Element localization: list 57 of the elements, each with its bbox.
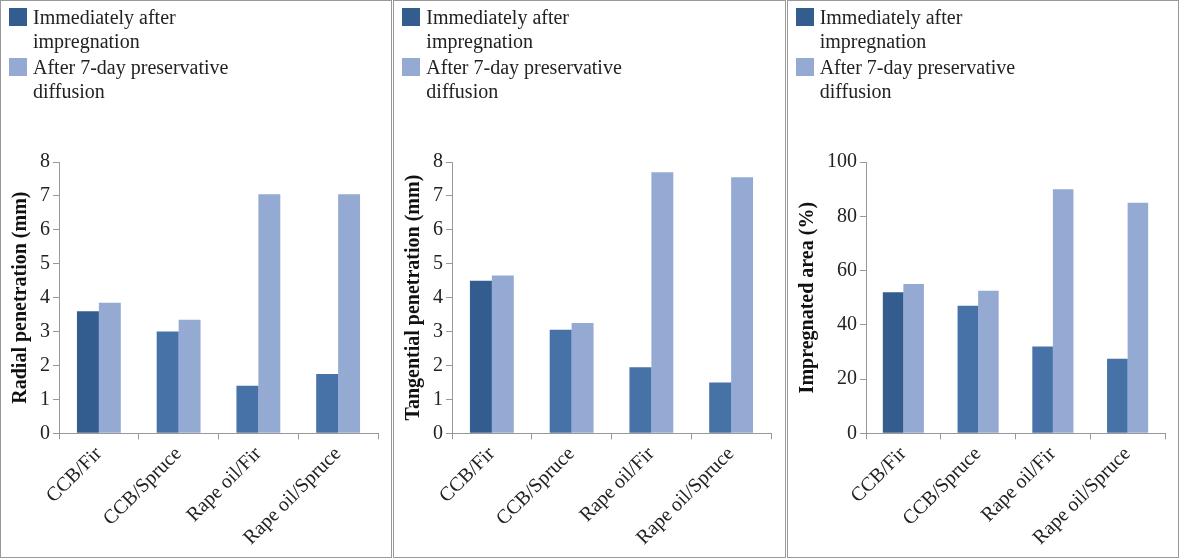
bar bbox=[957, 305, 978, 433]
y-tick-label: 3 bbox=[433, 318, 444, 341]
bar bbox=[236, 385, 259, 433]
bar bbox=[178, 319, 201, 433]
y-tick-label: 7 bbox=[433, 183, 444, 206]
bar bbox=[550, 329, 572, 433]
y-tick-label: 4 bbox=[433, 284, 444, 307]
bar bbox=[571, 323, 594, 433]
legend-label: After 7-day preservative diffusion bbox=[33, 55, 230, 103]
legend-label: Immediately after impregnation bbox=[426, 5, 571, 53]
bar bbox=[470, 280, 493, 433]
y-tick-label: 3 bbox=[40, 318, 50, 341]
bar bbox=[492, 275, 515, 433]
bar bbox=[98, 302, 121, 433]
bar bbox=[1031, 346, 1053, 433]
bar bbox=[156, 331, 179, 433]
y-tick-label: 8 bbox=[433, 149, 444, 172]
y-tick-label: 5 bbox=[433, 250, 444, 273]
y-axis-title: Tangential penetration (mm) bbox=[401, 174, 425, 421]
bar bbox=[882, 292, 904, 433]
bar bbox=[258, 194, 281, 433]
y-tick-label: 0 bbox=[433, 420, 444, 443]
bar bbox=[316, 373, 339, 433]
y-tick-label: 40 bbox=[836, 312, 857, 335]
y-axis-title: Impregnated area (%) bbox=[794, 201, 818, 394]
bar bbox=[1052, 189, 1074, 433]
y-axis-title: Radial penetration (mm) bbox=[8, 191, 32, 404]
legend-label: Immediately after impregnation bbox=[33, 5, 177, 53]
y-tick-label: 60 bbox=[836, 257, 857, 280]
bar bbox=[977, 290, 999, 433]
y-tick-label: 0 bbox=[846, 420, 857, 443]
y-tick-label: 1 bbox=[40, 386, 50, 409]
y-tick-label: 6 bbox=[433, 217, 444, 240]
bar bbox=[651, 172, 674, 433]
y-tick-label: 100 bbox=[826, 149, 857, 172]
y-tick-label: 6 bbox=[40, 217, 50, 240]
bar bbox=[903, 284, 924, 433]
y-tick-label: 7 bbox=[40, 183, 50, 206]
bar bbox=[1106, 358, 1128, 433]
y-tick-label: 80 bbox=[836, 203, 857, 226]
y-tick-label: 8 bbox=[40, 149, 50, 172]
y-tick-label: 2 bbox=[40, 352, 50, 375]
y-tick-label: 1 bbox=[433, 386, 444, 409]
bar bbox=[76, 311, 99, 433]
legend-label: After 7-day preservative diffusion bbox=[426, 55, 623, 103]
y-tick-label: 4 bbox=[40, 284, 50, 307]
bar bbox=[338, 194, 361, 433]
y-tick-label: 5 bbox=[40, 250, 50, 273]
y-tick-label: 0 bbox=[40, 420, 50, 443]
bar bbox=[709, 382, 732, 433]
y-tick-label: 20 bbox=[836, 366, 857, 389]
legend-label: After 7-day preservative diffusion bbox=[819, 55, 1017, 103]
bar bbox=[1127, 202, 1148, 433]
legend-label: Immediately after impregnation bbox=[819, 5, 964, 53]
y-tick-label: 2 bbox=[433, 352, 444, 375]
bar bbox=[629, 367, 652, 433]
bar bbox=[731, 177, 754, 433]
